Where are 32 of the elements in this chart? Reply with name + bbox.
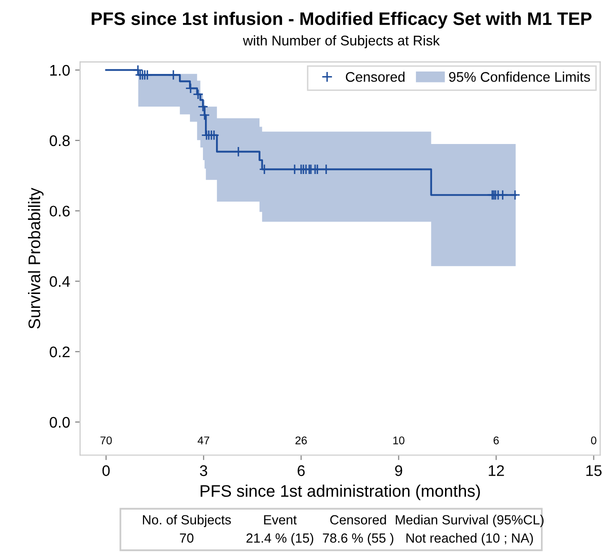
annotation: 70 bbox=[100, 436, 112, 444]
legend-label: 95% Confidence Limits bbox=[449, 72, 590, 82]
text: No. of Subjects bbox=[142, 514, 231, 528]
x-tick-label: 12 bbox=[488, 465, 504, 476]
y-tick-label: 0.8 bbox=[50, 135, 70, 146]
y-tick-label: 0.6 bbox=[50, 206, 70, 217]
text: 70 bbox=[180, 533, 194, 543]
annotation: 10 bbox=[393, 436, 404, 444]
legend-label: Censored bbox=[346, 72, 404, 82]
text: Not reached (10 ; NA) bbox=[406, 533, 533, 546]
text: Censored bbox=[330, 514, 386, 524]
annotation: 6 bbox=[494, 436, 499, 444]
y-tick-label: 1.0 bbox=[50, 64, 70, 76]
y-axis-title: Survival Probability bbox=[28, 188, 44, 329]
x-tick-label: 15 bbox=[586, 465, 602, 476]
annotation: 26 bbox=[296, 436, 307, 444]
chart-subtitle: with Number of Subjects at Risk bbox=[242, 35, 440, 48]
x-tick-label: 9 bbox=[395, 465, 402, 476]
annotation: 47 bbox=[198, 436, 210, 444]
text: 21.4 % (15) bbox=[246, 533, 314, 546]
x-tick-label: 0 bbox=[102, 465, 110, 476]
annotation: 0 bbox=[591, 436, 596, 444]
text: Median Survival (95%CL) bbox=[396, 514, 544, 528]
chart-title: PFS since 1st infusion - Modified Efficacy Set with M1 TEP bbox=[92, 12, 592, 29]
y-tick-label: 0.0 bbox=[50, 416, 70, 428]
x-tick-label: 3 bbox=[200, 465, 208, 476]
x-axis-title: PFS since 1st administration (months) bbox=[200, 484, 480, 500]
text: Event bbox=[264, 515, 297, 524]
text: 78.6 % (55 ) bbox=[322, 533, 394, 546]
y-tick-label: 0.4 bbox=[50, 276, 70, 287]
y-tick-label: 0.2 bbox=[50, 346, 70, 358]
x-tick-label: 6 bbox=[298, 465, 305, 476]
